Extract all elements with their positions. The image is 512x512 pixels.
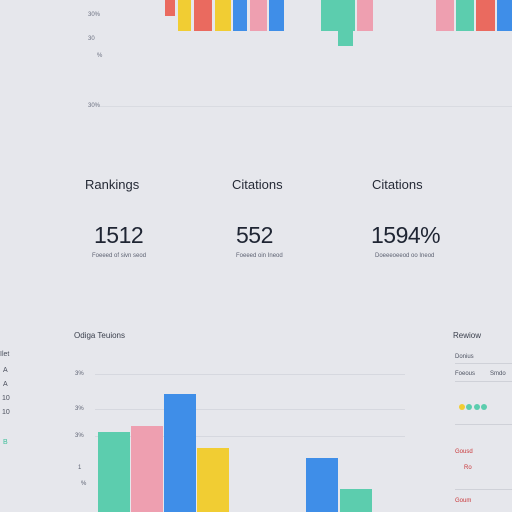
y-tick: 3% (75, 433, 84, 439)
chart-bar (131, 426, 163, 512)
top-y-tick: % (97, 53, 103, 59)
stat-label: Rankings (85, 177, 140, 192)
gridline (95, 436, 405, 437)
divider (455, 489, 512, 490)
top-bar (476, 0, 495, 31)
stat-label: Citations (232, 177, 283, 192)
gridline (95, 374, 405, 375)
chart-title: Odiga Teuions (74, 331, 125, 340)
chart-bar (340, 489, 372, 512)
top-gridline (100, 106, 512, 107)
left-mark: 10 (2, 409, 10, 416)
y-tick: 3% (75, 406, 84, 412)
alert-label: Gousd (455, 449, 473, 455)
left-mark: 10 (2, 395, 10, 402)
chart-bar (197, 448, 229, 512)
gridline (95, 409, 405, 410)
top-bar (357, 0, 373, 31)
top-bar (269, 0, 284, 31)
status-dot (466, 404, 472, 410)
status-dot (481, 404, 487, 410)
top-y-tick: 30% (88, 12, 101, 18)
top-y-tick: 30% (88, 103, 101, 109)
review-row: Smdo (490, 371, 506, 377)
top-bar (250, 0, 267, 31)
stat-value: 1512 (94, 222, 144, 248)
stat-value: 552 (236, 222, 273, 248)
review-row: Foeous (455, 371, 476, 377)
stat-caption: Doeeeoeeod oo Ineod (375, 253, 435, 259)
left-mark: B (3, 439, 8, 446)
top-y-axis: 30% 30 % 30% (88, 0, 108, 120)
chart-bar (306, 458, 338, 512)
stat-value: 1594% (371, 222, 441, 248)
stat-caption: Foeeed of sivn seod (92, 253, 147, 259)
alert-label: Ro (464, 465, 472, 471)
review-title: Rewiow (453, 331, 482, 340)
top-y-tick: 30 (88, 36, 95, 42)
top-bar (338, 0, 353, 46)
top-bar (497, 0, 512, 31)
divider (455, 363, 512, 364)
chart-bar (98, 432, 130, 512)
divider (455, 424, 512, 425)
left-mark: A (3, 381, 8, 388)
stat-label: Citations (372, 177, 423, 192)
left-mark: A (3, 367, 8, 374)
top-bar (436, 0, 454, 31)
y-tick: % (81, 481, 87, 487)
stat-caption: Foeeed oin Ineod (236, 253, 283, 259)
top-bar (165, 0, 175, 16)
top-bar (215, 0, 231, 31)
top-bar (456, 0, 474, 31)
y-tick: 1 (78, 465, 82, 471)
top-bar (194, 0, 212, 31)
alert-label: Goum (455, 498, 472, 504)
divider (455, 381, 512, 382)
chart-bar (164, 394, 196, 512)
status-dot (474, 404, 480, 410)
top-bar (178, 0, 191, 31)
y-tick: 3% (75, 371, 84, 377)
review-row: Donius (455, 354, 474, 360)
left-mark: Ilet (0, 351, 10, 358)
top-bar (233, 0, 247, 31)
status-dot (459, 404, 465, 410)
